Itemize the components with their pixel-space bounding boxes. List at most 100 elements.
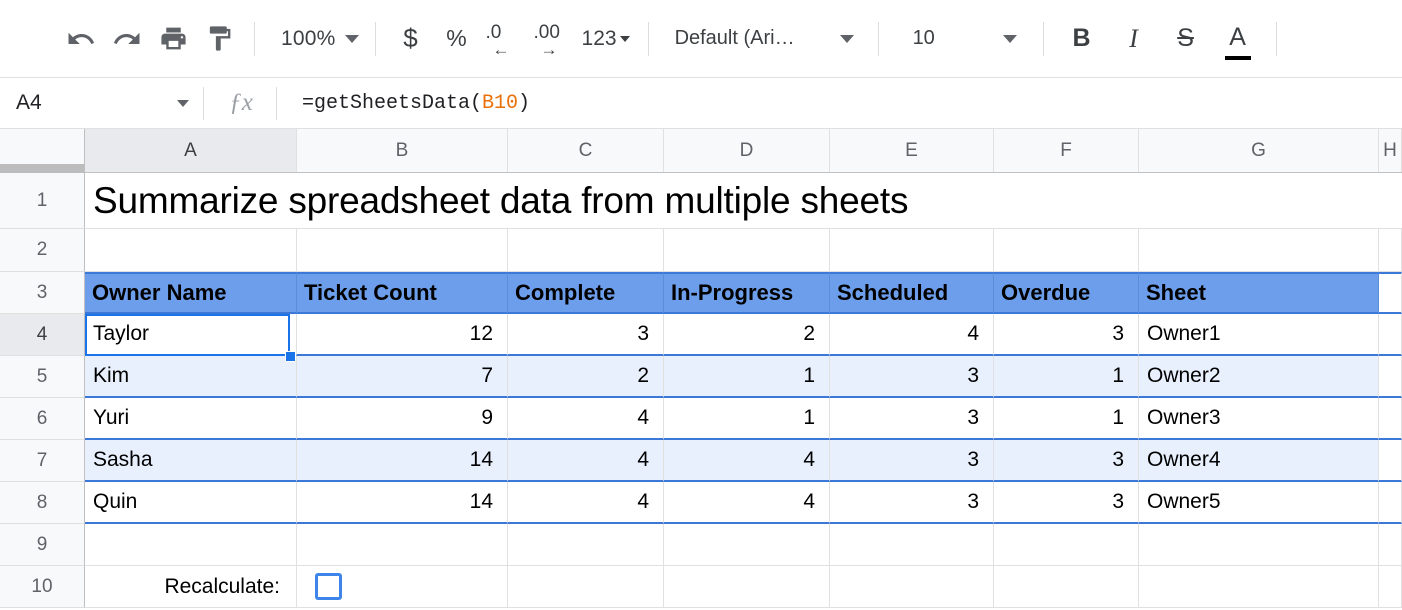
cell-a9[interactable]	[85, 524, 297, 566]
row-header-3[interactable]: 3	[0, 272, 85, 314]
cell-a10[interactable]: Recalculate:	[85, 566, 297, 608]
cell-g2[interactable]	[1139, 229, 1379, 272]
bold-button[interactable]: B	[1072, 24, 1091, 52]
cell-g5[interactable]: Owner2	[1139, 356, 1379, 398]
cell-b6[interactable]: 9	[297, 398, 508, 440]
row-header-6[interactable]: 6	[0, 398, 85, 440]
cell-a5[interactable]: Kim	[85, 356, 297, 398]
cell-b7[interactable]: 14	[297, 440, 508, 482]
recalculate-checkbox[interactable]	[315, 573, 342, 600]
cell-f10[interactable]	[994, 566, 1139, 608]
column-header-e[interactable]: E	[830, 129, 994, 172]
cell-c10[interactable]	[508, 566, 664, 608]
cell-c4[interactable]: 3	[508, 314, 664, 356]
cell-b10[interactable]	[297, 566, 508, 608]
cell-e4[interactable]: 4	[830, 314, 994, 356]
zoom-selector[interactable]: 100%	[267, 27, 363, 51]
row-header-4[interactable]: 4	[0, 314, 85, 356]
cell-c2[interactable]	[508, 229, 664, 272]
row-header-8[interactable]: 8	[0, 482, 85, 524]
cell-h10[interactable]	[1379, 566, 1402, 608]
cell-c7[interactable]: 4	[508, 440, 664, 482]
cell-f8[interactable]: 3	[994, 482, 1139, 524]
cell-d6[interactable]: 1	[664, 398, 830, 440]
cell-b5[interactable]: 7	[297, 356, 508, 398]
cell-h4[interactable]	[1379, 314, 1402, 356]
cell-d9[interactable]	[664, 524, 830, 566]
cell-e10[interactable]	[830, 566, 994, 608]
percent-format-button[interactable]: %	[434, 16, 480, 62]
cell-c5[interactable]: 2	[508, 356, 664, 398]
cell-d7[interactable]: 4	[664, 440, 830, 482]
cell-e8[interactable]: 3	[830, 482, 994, 524]
cell-e9[interactable]	[830, 524, 994, 566]
cell-a6[interactable]: Yuri	[85, 398, 297, 440]
decrease-decimal-button[interactable]: .0 ←	[480, 16, 528, 62]
row-header-5[interactable]: 5	[0, 356, 85, 398]
name-box[interactable]: A4	[0, 78, 203, 129]
cell-h3[interactable]	[1379, 272, 1402, 314]
column-header-g[interactable]: G	[1139, 129, 1379, 172]
increase-decimal-button[interactable]: .00 →	[528, 16, 576, 62]
cell-f9[interactable]	[994, 524, 1139, 566]
cell-e2[interactable]	[830, 229, 994, 272]
cell-b9[interactable]	[297, 524, 508, 566]
cell-g7[interactable]: Owner4	[1139, 440, 1379, 482]
table-header-in-progress[interactable]: In-Progress	[664, 272, 830, 314]
column-header-f[interactable]: F	[994, 129, 1139, 172]
cell-g10[interactable]	[1139, 566, 1379, 608]
undo-icon[interactable]	[58, 16, 104, 62]
column-header-c[interactable]: C	[508, 129, 664, 172]
table-header-overdue[interactable]: Overdue	[994, 272, 1139, 314]
cell-h8[interactable]	[1379, 482, 1402, 524]
row-header-1[interactable]: 1	[0, 173, 85, 229]
row-header-7[interactable]: 7	[0, 440, 85, 482]
formula-input[interactable]: =getSheetsData(B10)	[277, 78, 1402, 129]
font-size-selector[interactable]: 10	[891, 27, 1031, 50]
column-header-h[interactable]: H	[1379, 129, 1402, 172]
cell-e7[interactable]: 3	[830, 440, 994, 482]
table-header-ticket-count[interactable]: Ticket Count	[297, 272, 508, 314]
cell-f5[interactable]: 1	[994, 356, 1139, 398]
cell-h2[interactable]	[1379, 229, 1402, 272]
cell-b2[interactable]	[297, 229, 508, 272]
row-header-2[interactable]: 2	[0, 229, 85, 272]
fill-handle[interactable]	[285, 351, 296, 362]
cell-b4[interactable]: 12	[297, 314, 508, 356]
cell-h7[interactable]	[1379, 440, 1402, 482]
print-icon[interactable]	[150, 16, 196, 62]
cell-d10[interactable]	[664, 566, 830, 608]
currency-format-button[interactable]: $	[388, 16, 434, 62]
cell-f4[interactable]: 3	[994, 314, 1139, 356]
cell-h5[interactable]	[1379, 356, 1402, 398]
redo-icon[interactable]	[104, 16, 150, 62]
column-header-a[interactable]: A	[85, 129, 297, 172]
cell-g9[interactable]	[1139, 524, 1379, 566]
cell-g8[interactable]: Owner5	[1139, 482, 1379, 524]
cell-g4[interactable]: Owner1	[1139, 314, 1379, 356]
italic-button[interactable]: I	[1129, 23, 1138, 53]
row-header-10[interactable]: 10	[0, 566, 85, 608]
cell-d5[interactable]: 1	[664, 356, 830, 398]
table-header-owner-name[interactable]: Owner Name	[85, 272, 297, 314]
number-format-selector[interactable]: 123	[576, 16, 636, 62]
column-header-b[interactable]: B	[297, 129, 508, 172]
cell-c6[interactable]: 4	[508, 398, 664, 440]
table-header-complete[interactable]: Complete	[508, 272, 664, 314]
row-header-9[interactable]: 9	[0, 524, 85, 566]
font-family-selector[interactable]: Default (Ari…	[661, 27, 866, 50]
cell-e6[interactable]: 3	[830, 398, 994, 440]
cell-f6[interactable]: 1	[994, 398, 1139, 440]
cell-b8[interactable]: 14	[297, 482, 508, 524]
cell-f7[interactable]: 3	[994, 440, 1139, 482]
cell-d8[interactable]: 4	[664, 482, 830, 524]
cell-h6[interactable]	[1379, 398, 1402, 440]
cell-f2[interactable]	[994, 229, 1139, 272]
paint-format-icon[interactable]	[196, 16, 242, 62]
text-color-button[interactable]: A	[1212, 16, 1264, 62]
cell-g6[interactable]: Owner3	[1139, 398, 1379, 440]
table-header-scheduled[interactable]: Scheduled	[830, 272, 994, 314]
cell-d2[interactable]	[664, 229, 830, 272]
cell-c9[interactable]	[508, 524, 664, 566]
table-header-sheet[interactable]: Sheet	[1139, 272, 1379, 314]
